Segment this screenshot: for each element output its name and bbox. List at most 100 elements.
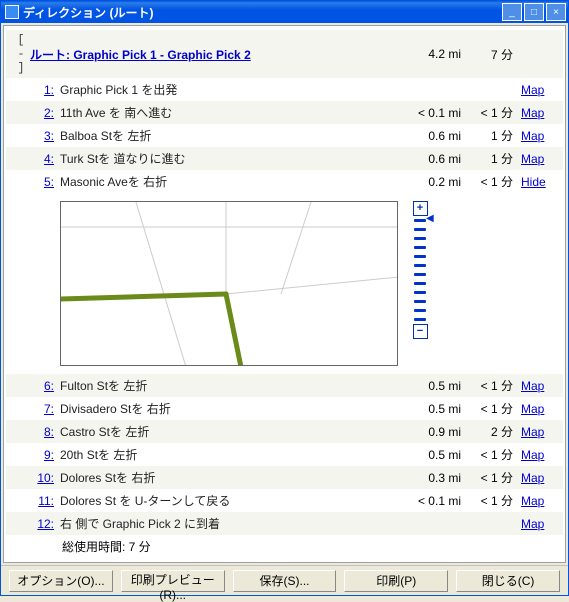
step-map-link[interactable]: Map	[521, 152, 544, 166]
content-area: [ - ] ルート: Graphic Pick 1 - Graphic Pick…	[3, 25, 566, 563]
step-text: Divisadero Stを 右折	[60, 400, 401, 417]
step-time: < 1 分	[471, 173, 521, 190]
maximize-button[interactable]: □	[524, 3, 544, 21]
step-time: < 1 分	[471, 492, 521, 509]
zoom-tick	[414, 273, 426, 276]
print-button[interactable]: 印刷(P)	[344, 570, 448, 592]
zoom-tick	[414, 291, 426, 294]
step-text: Castro Stを 左折	[60, 423, 401, 440]
direction-step-row: 10:Dolores Stを 右折0.3 mi< 1 分Map	[6, 466, 563, 489]
direction-step-row: 2:11th Ave を 南へ進む< 0.1 mi< 1 分Map	[6, 101, 563, 124]
step-distance: 0.5 mi	[401, 379, 471, 393]
app-icon	[5, 5, 19, 19]
step-distance: 0.6 mi	[401, 129, 471, 143]
step-time: < 1 分	[471, 377, 521, 394]
route-title-link[interactable]: ルート: Graphic Pick 1 - Graphic Pick 2	[30, 46, 401, 63]
step-distance: 0.3 mi	[401, 471, 471, 485]
step-number-link[interactable]: 8:	[30, 425, 60, 439]
step-map-link[interactable]: Map	[521, 494, 544, 508]
zoom-tick	[414, 300, 426, 303]
zoom-tick	[414, 309, 426, 312]
step-number-link[interactable]: 3:	[30, 129, 60, 143]
direction-step-row: 6:Fulton Stを 左折0.5 mi< 1 分Map	[6, 374, 563, 397]
step-distance: 0.2 mi	[401, 175, 471, 189]
step-time: 2 分	[471, 423, 521, 440]
map-preview-row: + −	[6, 193, 563, 374]
direction-step-row: 7:Divisadero Stを 右折0.5 mi< 1 分Map	[6, 397, 563, 420]
zoom-tick	[414, 264, 426, 267]
direction-step-row: 9:20th Stを 左折0.5 mi< 1 分Map	[6, 443, 563, 466]
step-text: 20th Stを 左折	[60, 446, 401, 463]
direction-step-row: 8:Castro Stを 左折0.9 mi2 分Map	[6, 420, 563, 443]
step-map-link[interactable]: Map	[521, 425, 544, 439]
step-text: 右 側で Graphic Pick 2 に到着	[60, 515, 401, 532]
step-distance: < 0.1 mi	[401, 106, 471, 120]
direction-step-row: 5:Masonic Aveを 右折0.2 mi< 1 分Hide	[6, 170, 563, 193]
step-time: < 1 分	[471, 469, 521, 486]
step-time: 1 分	[471, 127, 521, 144]
minimize-button[interactable]: _	[502, 3, 522, 21]
direction-step-row: 4:Turk Stを 道なりに進む0.6 mi1 分Map	[6, 147, 563, 170]
options-button[interactable]: オプション(O)...	[9, 570, 113, 592]
step-number-link[interactable]: 9:	[30, 448, 60, 462]
step-map-link[interactable]: Map	[521, 517, 544, 531]
summary-time: 総使用時間: 7 分	[6, 535, 563, 558]
save-button[interactable]: 保存(S)...	[233, 570, 337, 592]
window-title: ディレクション (ルート)	[23, 4, 502, 21]
step-text: Dolores Stを 右折	[60, 469, 401, 486]
step-time: < 1 分	[471, 104, 521, 121]
zoom-tick	[414, 318, 426, 321]
zoom-out-button[interactable]: −	[413, 324, 428, 339]
route-header-row: [ - ] ルート: Graphic Pick 1 - Graphic Pick…	[6, 30, 563, 78]
direction-step-row: 1:Graphic Pick 1 を出発Map	[6, 78, 563, 101]
step-map-link[interactable]: Map	[521, 129, 544, 143]
direction-step-row: 12:右 側で Graphic Pick 2 に到着 Map	[6, 512, 563, 535]
summary-distance: 総移動距離: 4.2 mi	[6, 558, 563, 563]
step-map-link[interactable]: Map	[521, 106, 544, 120]
step-text: Dolores St を U-ターンして戻る	[60, 492, 401, 509]
zoom-level-marker[interactable]	[414, 219, 426, 222]
close-button[interactable]: 閉じる(C)	[456, 570, 560, 592]
zoom-tick	[414, 237, 426, 240]
step-text: Turk Stを 道なりに進む	[60, 150, 401, 167]
step-map-link[interactable]: Hide	[521, 175, 546, 189]
titlebar[interactable]: ディレクション (ルート) _ □ ×	[1, 1, 568, 23]
step-number-link[interactable]: 5:	[30, 175, 60, 189]
zoom-tick	[414, 246, 426, 249]
step-map-link[interactable]: Map	[521, 448, 544, 462]
direction-step-row: 11:Dolores St を U-ターンして戻る< 0.1 mi< 1 分Ma…	[6, 489, 563, 512]
zoom-tick	[414, 228, 426, 231]
footer-toolbar: オプション(O)... 印刷プレビュー(R)... 保存(S)... 印刷(P)…	[1, 565, 568, 595]
step-number-link[interactable]: 6:	[30, 379, 60, 393]
step-map-link[interactable]: Map	[521, 402, 544, 416]
step-number-link[interactable]: 7:	[30, 402, 60, 416]
step-distance: 0.5 mi	[401, 448, 471, 462]
zoom-control: + −	[408, 201, 432, 366]
step-map-link[interactable]: Map	[521, 471, 544, 485]
directions-window: ディレクション (ルート) _ □ × [ - ] ルート: Graphic P…	[0, 0, 569, 596]
step-distance: 0.5 mi	[401, 402, 471, 416]
step-number-link[interactable]: 12:	[30, 517, 60, 531]
zoom-tick	[414, 255, 426, 258]
step-distance: 0.9 mi	[401, 425, 471, 439]
total-distance: 4.2 mi	[401, 47, 471, 61]
close-window-button[interactable]: ×	[546, 3, 566, 21]
collapse-toggle[interactable]: [ - ]	[12, 33, 30, 75]
step-number-link[interactable]: 1:	[30, 83, 60, 97]
step-distance: 0.6 mi	[401, 152, 471, 166]
step-number-link[interactable]: 11:	[30, 494, 60, 508]
step-text: Balboa Stを 左折	[60, 127, 401, 144]
step-text: Masonic Aveを 右折	[60, 173, 401, 190]
step-time: 1 分	[471, 150, 521, 167]
step-number-link[interactable]: 10:	[30, 471, 60, 485]
step-map-link[interactable]: Map	[521, 83, 544, 97]
step-map-link[interactable]: Map	[521, 379, 544, 393]
step-text: Fulton Stを 左折	[60, 377, 401, 394]
zoom-tick	[414, 282, 426, 285]
map-preview[interactable]	[60, 201, 398, 366]
step-time: < 1 分	[471, 400, 521, 417]
step-number-link[interactable]: 4:	[30, 152, 60, 166]
print-preview-button[interactable]: 印刷プレビュー(R)...	[121, 570, 225, 592]
step-distance: < 0.1 mi	[401, 494, 471, 508]
step-number-link[interactable]: 2:	[30, 106, 60, 120]
